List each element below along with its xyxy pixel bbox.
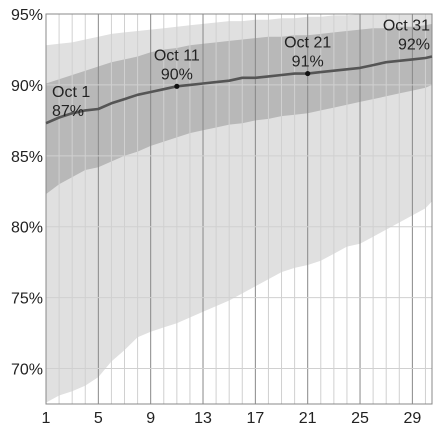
x-tick-label: 1	[42, 410, 51, 427]
annotation-value-label: 92%	[398, 37, 430, 54]
annotation-date-label: Oct 21	[284, 35, 331, 52]
x-tick-label: 29	[403, 410, 421, 427]
y-tick-label: 85%	[11, 149, 43, 166]
bands-layer	[46, 14, 432, 403]
x-axis-ticks: 1 5 9 13 17 21 25 29	[42, 410, 422, 427]
y-axis-ticks: 70% 75% 80% 85% 90% 95%	[11, 7, 43, 379]
annotation-date-label: Oct 11	[154, 47, 200, 64]
annotation-point	[174, 83, 180, 89]
plot-frame	[45, 13, 433, 405]
inner-band	[46, 23, 432, 195]
annotation-value-label: 87%	[52, 103, 84, 120]
y-tick-label: 80%	[11, 220, 43, 237]
grid-layer	[45, 13, 433, 405]
annotation-value-label: 90%	[161, 66, 193, 83]
y-tick-label: 75%	[11, 291, 43, 308]
annotation-points-layer	[174, 70, 311, 89]
annotation-value-label: 91%	[292, 54, 324, 71]
annotation-date-label: Oct 31	[383, 18, 430, 35]
y-tick-label: 90%	[11, 78, 43, 95]
x-tick-label: 17	[246, 410, 264, 427]
annotation-point	[305, 70, 311, 77]
x-tick-label: 9	[146, 410, 155, 427]
x-tick-label: 5	[94, 410, 103, 427]
annotation-labels-layer: Oct 1 87% Oct 11 90% Oct 21 91% Oct 31 92%	[52, 18, 430, 121]
y-tick-label: 95%	[11, 7, 43, 24]
annotation-date-label: Oct 1	[52, 84, 90, 101]
x-tick-label: 25	[351, 410, 369, 427]
x-tick-label: 13	[194, 410, 212, 427]
median-line-layer	[45, 55, 433, 125]
y-tick-label: 70%	[11, 362, 43, 379]
median-line	[45, 55, 433, 125]
x-tick-label: 21	[299, 410, 317, 427]
